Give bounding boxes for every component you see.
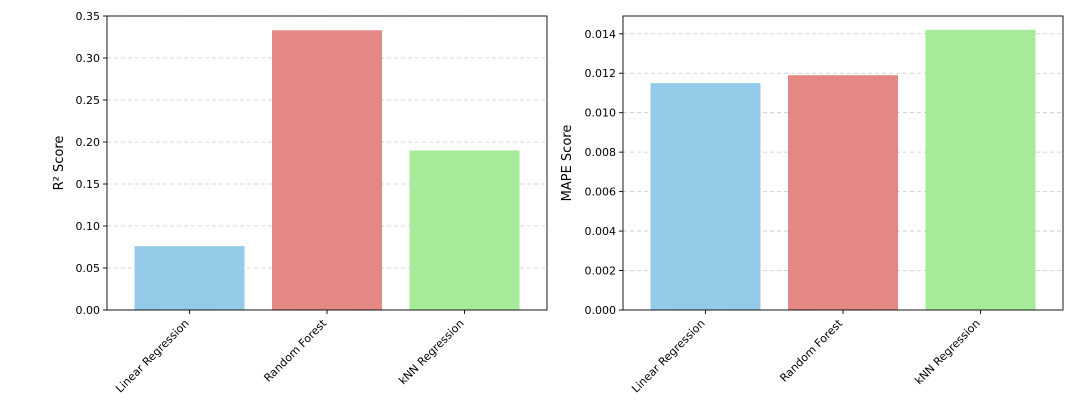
y-tick-label: 0.35: [76, 10, 101, 23]
y-tick-label: 0.014: [585, 28, 617, 41]
x-tick-label: Random Forest: [261, 316, 329, 384]
y-tick-label: 0.00: [76, 304, 101, 317]
y-tick-label: 0.15: [76, 178, 101, 191]
x-tick-label: kNN Regression: [396, 317, 466, 387]
x-tick-label: kNN Regression: [912, 317, 982, 387]
y-axis-label: MAPE Score: [560, 125, 575, 202]
bar-random-forest: [788, 75, 898, 310]
bar-knn-regression: [926, 30, 1036, 310]
y-tick-label: 0.010: [585, 107, 617, 120]
bar-linear-regression: [135, 246, 245, 310]
y-tick-label: 0.05: [76, 262, 101, 275]
y-tick-label: 0.002: [585, 265, 617, 278]
y-tick-label: 0.30: [76, 52, 101, 65]
bar-knn-regression: [410, 150, 520, 310]
bar-linear-regression: [651, 83, 761, 310]
y-tick-label: 0.25: [76, 94, 101, 107]
x-tick-label: Random Forest: [777, 316, 845, 384]
x-tick-label: Linear Regression: [629, 317, 707, 395]
bar-random-forest: [272, 30, 382, 310]
x-tick-label: Linear Regression: [113, 317, 191, 395]
y-tick-label: 0.10: [76, 220, 101, 233]
y-tick-label: 0.012: [585, 67, 617, 80]
y-tick-label: 0.004: [585, 225, 617, 238]
y-tick-label: 0.20: [76, 136, 101, 149]
y-tick-label: 0.008: [585, 146, 617, 159]
mape-score-chart: 0.000 0.002 0.004 0.006 0.008 0.010 0.012 0.014…: [560, 16, 1063, 395]
y-axis-label: R² Score: [52, 136, 67, 191]
r2-score-chart: 0.00 0.05 0.10 0.15 0.20 0.25 0.30 0.35 Linear R…: [52, 10, 547, 395]
y-tick-label: 0.000: [585, 304, 617, 317]
y-tick-label: 0.006: [585, 186, 617, 199]
